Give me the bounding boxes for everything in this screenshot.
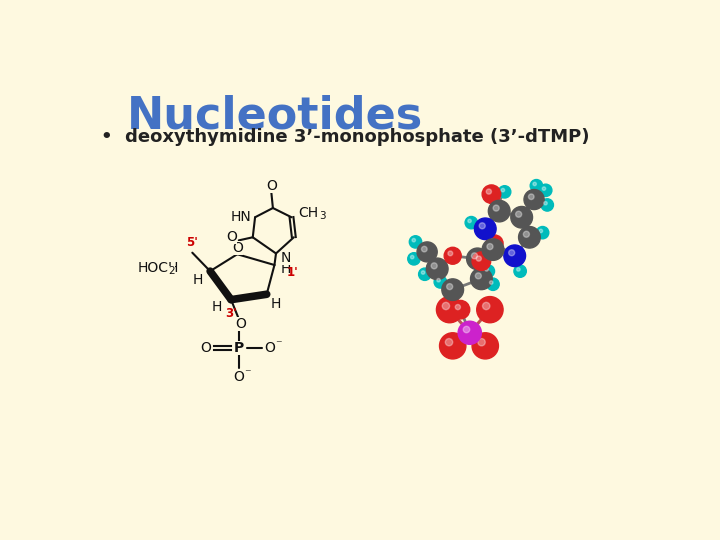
Circle shape <box>482 185 500 204</box>
Text: HOCH: HOCH <box>138 261 179 275</box>
Circle shape <box>501 188 505 192</box>
Text: O: O <box>200 341 211 355</box>
Text: 3: 3 <box>320 211 326 221</box>
Text: O: O <box>266 179 276 193</box>
Circle shape <box>448 251 453 256</box>
Circle shape <box>465 217 477 229</box>
Text: P: P <box>234 341 244 355</box>
Circle shape <box>418 268 431 280</box>
Circle shape <box>544 201 547 205</box>
Text: Nucleotides: Nucleotides <box>127 94 423 137</box>
Circle shape <box>458 321 482 345</box>
Circle shape <box>523 231 529 237</box>
Circle shape <box>451 300 469 319</box>
Text: CH: CH <box>299 206 319 220</box>
Circle shape <box>446 284 453 289</box>
Circle shape <box>412 239 415 242</box>
Text: H: H <box>281 262 292 276</box>
Circle shape <box>482 302 490 309</box>
Text: 3': 3' <box>225 307 237 320</box>
Circle shape <box>426 258 448 280</box>
Circle shape <box>439 333 466 359</box>
Circle shape <box>490 281 493 284</box>
Circle shape <box>421 246 427 252</box>
Circle shape <box>542 187 546 190</box>
Text: N: N <box>281 251 292 265</box>
Text: O: O <box>233 241 243 255</box>
Text: 1': 1' <box>287 266 299 279</box>
Circle shape <box>539 229 543 233</box>
Circle shape <box>417 242 437 262</box>
Circle shape <box>482 239 504 260</box>
Circle shape <box>434 276 446 288</box>
Text: ⁻: ⁻ <box>244 367 251 380</box>
Circle shape <box>421 271 425 274</box>
Circle shape <box>516 211 522 217</box>
Circle shape <box>436 296 463 323</box>
Text: 2: 2 <box>168 266 175 276</box>
Circle shape <box>474 218 496 240</box>
Circle shape <box>539 184 552 197</box>
Text: O: O <box>235 318 246 332</box>
Text: 5': 5' <box>186 236 198 249</box>
Circle shape <box>477 296 503 323</box>
Circle shape <box>488 200 510 222</box>
Circle shape <box>485 268 488 271</box>
Circle shape <box>467 248 488 269</box>
Circle shape <box>478 339 485 346</box>
Circle shape <box>536 226 549 239</box>
Circle shape <box>541 199 554 211</box>
Text: HN: HN <box>230 210 251 224</box>
Circle shape <box>409 236 422 248</box>
Text: •  deoxythymidine 3’-monophosphate (3’-dTMP): • deoxythymidine 3’-monophosphate (3’-dT… <box>101 128 590 146</box>
Circle shape <box>455 305 461 309</box>
Text: O: O <box>233 370 244 383</box>
Circle shape <box>472 333 498 359</box>
Circle shape <box>446 339 453 346</box>
Circle shape <box>475 273 482 279</box>
Circle shape <box>533 182 536 186</box>
Circle shape <box>442 279 464 300</box>
Circle shape <box>482 265 495 278</box>
Text: ⁻: ⁻ <box>275 338 282 351</box>
Circle shape <box>408 253 420 265</box>
Text: H: H <box>271 296 282 310</box>
Circle shape <box>487 278 499 291</box>
Circle shape <box>490 239 495 244</box>
Circle shape <box>463 326 469 333</box>
Circle shape <box>504 245 526 267</box>
Circle shape <box>471 268 492 289</box>
Circle shape <box>517 268 520 271</box>
Circle shape <box>486 235 503 252</box>
Circle shape <box>514 265 526 278</box>
Circle shape <box>530 179 543 192</box>
Circle shape <box>472 252 490 271</box>
Text: O: O <box>264 341 275 355</box>
Circle shape <box>518 226 540 248</box>
Circle shape <box>431 263 437 269</box>
Circle shape <box>528 194 534 200</box>
Circle shape <box>442 302 449 309</box>
Circle shape <box>476 256 482 261</box>
Circle shape <box>524 190 544 210</box>
Circle shape <box>510 206 533 228</box>
Circle shape <box>487 244 493 249</box>
Circle shape <box>410 255 414 259</box>
Circle shape <box>508 249 515 256</box>
Circle shape <box>493 205 499 211</box>
Circle shape <box>444 247 462 264</box>
Text: H: H <box>192 273 203 287</box>
Text: O: O <box>226 230 238 244</box>
Circle shape <box>498 186 510 198</box>
Circle shape <box>486 189 492 194</box>
Circle shape <box>437 279 441 282</box>
Circle shape <box>480 223 485 229</box>
Circle shape <box>472 253 477 259</box>
Text: H: H <box>212 300 222 314</box>
Circle shape <box>468 219 472 222</box>
